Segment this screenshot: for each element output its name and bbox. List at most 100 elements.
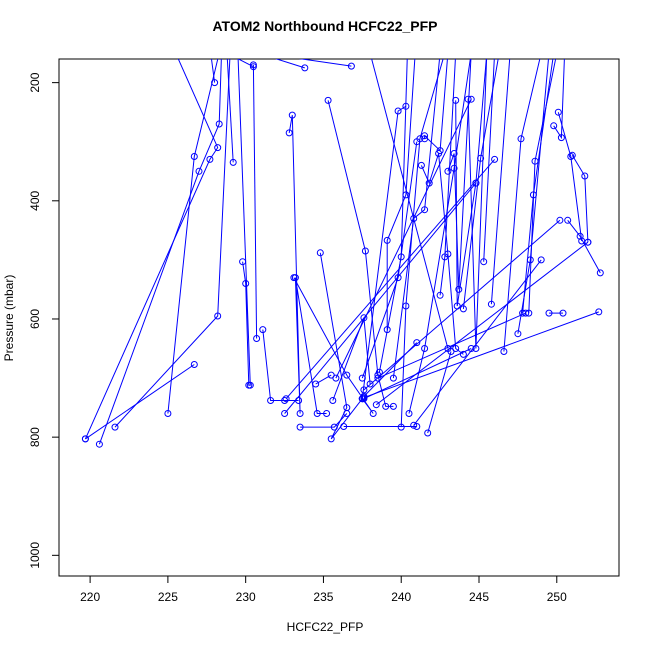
profile-line xyxy=(528,59,557,314)
data-point xyxy=(340,423,348,430)
data-point xyxy=(421,206,429,214)
data-point xyxy=(259,326,267,334)
data-point xyxy=(242,280,250,287)
profile-series-7 xyxy=(237,59,254,389)
profile-series-47 xyxy=(374,309,530,382)
axis-layer: 220 225 230 235 240 245 250 200 400 600 800 1000 xyxy=(28,72,567,604)
profile-line xyxy=(483,59,495,262)
profile-series-46 xyxy=(360,216,564,394)
profile-line xyxy=(361,105,407,399)
data-point xyxy=(164,410,172,417)
data-point xyxy=(288,111,296,119)
data-point xyxy=(324,96,332,104)
data-point xyxy=(312,380,320,388)
data-point xyxy=(249,63,257,71)
profile-series-56 xyxy=(275,59,309,72)
plot-frame xyxy=(58,58,620,577)
data-point xyxy=(366,380,374,388)
data-point xyxy=(313,410,321,417)
profile-series-8 xyxy=(249,61,261,342)
profile-line xyxy=(378,59,408,373)
profile-line xyxy=(319,252,363,440)
data-point xyxy=(383,236,391,244)
x-tick-label: 250 xyxy=(547,590,567,604)
profile-line xyxy=(284,182,477,414)
profile-line xyxy=(98,59,222,445)
x-tick-label: 235 xyxy=(313,590,333,604)
profile-series-20 xyxy=(375,59,408,376)
profile-series-57 xyxy=(371,59,452,352)
profile-series-51 xyxy=(332,95,475,382)
profile-series-1 xyxy=(81,59,222,443)
data-point xyxy=(214,312,222,320)
chart-title: ATOM2 Northbound HCFC22_PFP xyxy=(212,18,438,34)
profile-series-52 xyxy=(410,256,545,429)
data-point xyxy=(316,249,324,257)
profile-line xyxy=(567,219,601,274)
data-point xyxy=(95,440,103,448)
profile-line xyxy=(408,59,471,414)
data-point xyxy=(564,216,572,224)
data-point xyxy=(343,404,351,412)
data-point xyxy=(487,300,495,308)
data-point xyxy=(281,397,289,404)
data-point xyxy=(347,62,355,70)
profile-series-6 xyxy=(226,59,237,166)
data-point xyxy=(441,253,449,261)
data-point xyxy=(389,402,397,410)
profile-series-22 xyxy=(389,59,441,382)
y-tick-label: 1000 xyxy=(28,542,42,569)
data-point xyxy=(472,179,480,187)
profile-line xyxy=(237,59,251,386)
profile-line xyxy=(327,100,394,407)
data-point xyxy=(477,154,485,162)
data-point xyxy=(554,108,562,116)
data-point xyxy=(576,232,584,240)
profile-line xyxy=(85,364,195,440)
profile-line xyxy=(275,59,305,69)
data-point xyxy=(405,410,413,417)
data-point xyxy=(267,397,275,404)
x-axis-label: HCFC22_PFP xyxy=(286,620,364,634)
data-point xyxy=(556,216,564,224)
profile-line xyxy=(553,59,565,140)
data-point xyxy=(360,392,368,400)
data-point xyxy=(214,144,222,152)
data-point xyxy=(545,309,553,317)
profile-series-43 xyxy=(360,308,603,402)
profile-line xyxy=(361,141,418,379)
data-point xyxy=(323,410,331,417)
profile-line xyxy=(167,59,219,414)
profile-line xyxy=(557,112,583,242)
profile-series-40 xyxy=(545,309,567,317)
profile-series-16 xyxy=(324,96,397,410)
data-point xyxy=(413,339,421,347)
profile-line xyxy=(84,59,219,440)
profile-series-4 xyxy=(164,59,219,417)
profile-line xyxy=(386,59,416,330)
profile-line xyxy=(293,277,374,414)
data-point xyxy=(358,374,366,382)
profile-line xyxy=(363,311,599,399)
data-point xyxy=(190,153,198,160)
profile-series-32 xyxy=(480,59,495,266)
data-point xyxy=(537,256,545,264)
data-point xyxy=(517,135,525,143)
data-point xyxy=(239,258,247,266)
x-tick-label: 230 xyxy=(236,590,256,604)
profile-line xyxy=(439,59,456,296)
profile-series-2 xyxy=(95,59,223,448)
profile-line xyxy=(300,413,348,428)
profile-line xyxy=(503,59,541,352)
data-point xyxy=(436,291,444,299)
data-point xyxy=(327,435,335,443)
data-point xyxy=(190,361,198,368)
profile-series-41 xyxy=(564,216,604,277)
profile-line xyxy=(363,219,561,391)
profile-series-39 xyxy=(554,108,586,245)
profile-series-33 xyxy=(487,59,511,308)
data-point xyxy=(282,395,290,403)
profile-series-21 xyxy=(383,59,416,334)
data-point xyxy=(421,132,429,140)
